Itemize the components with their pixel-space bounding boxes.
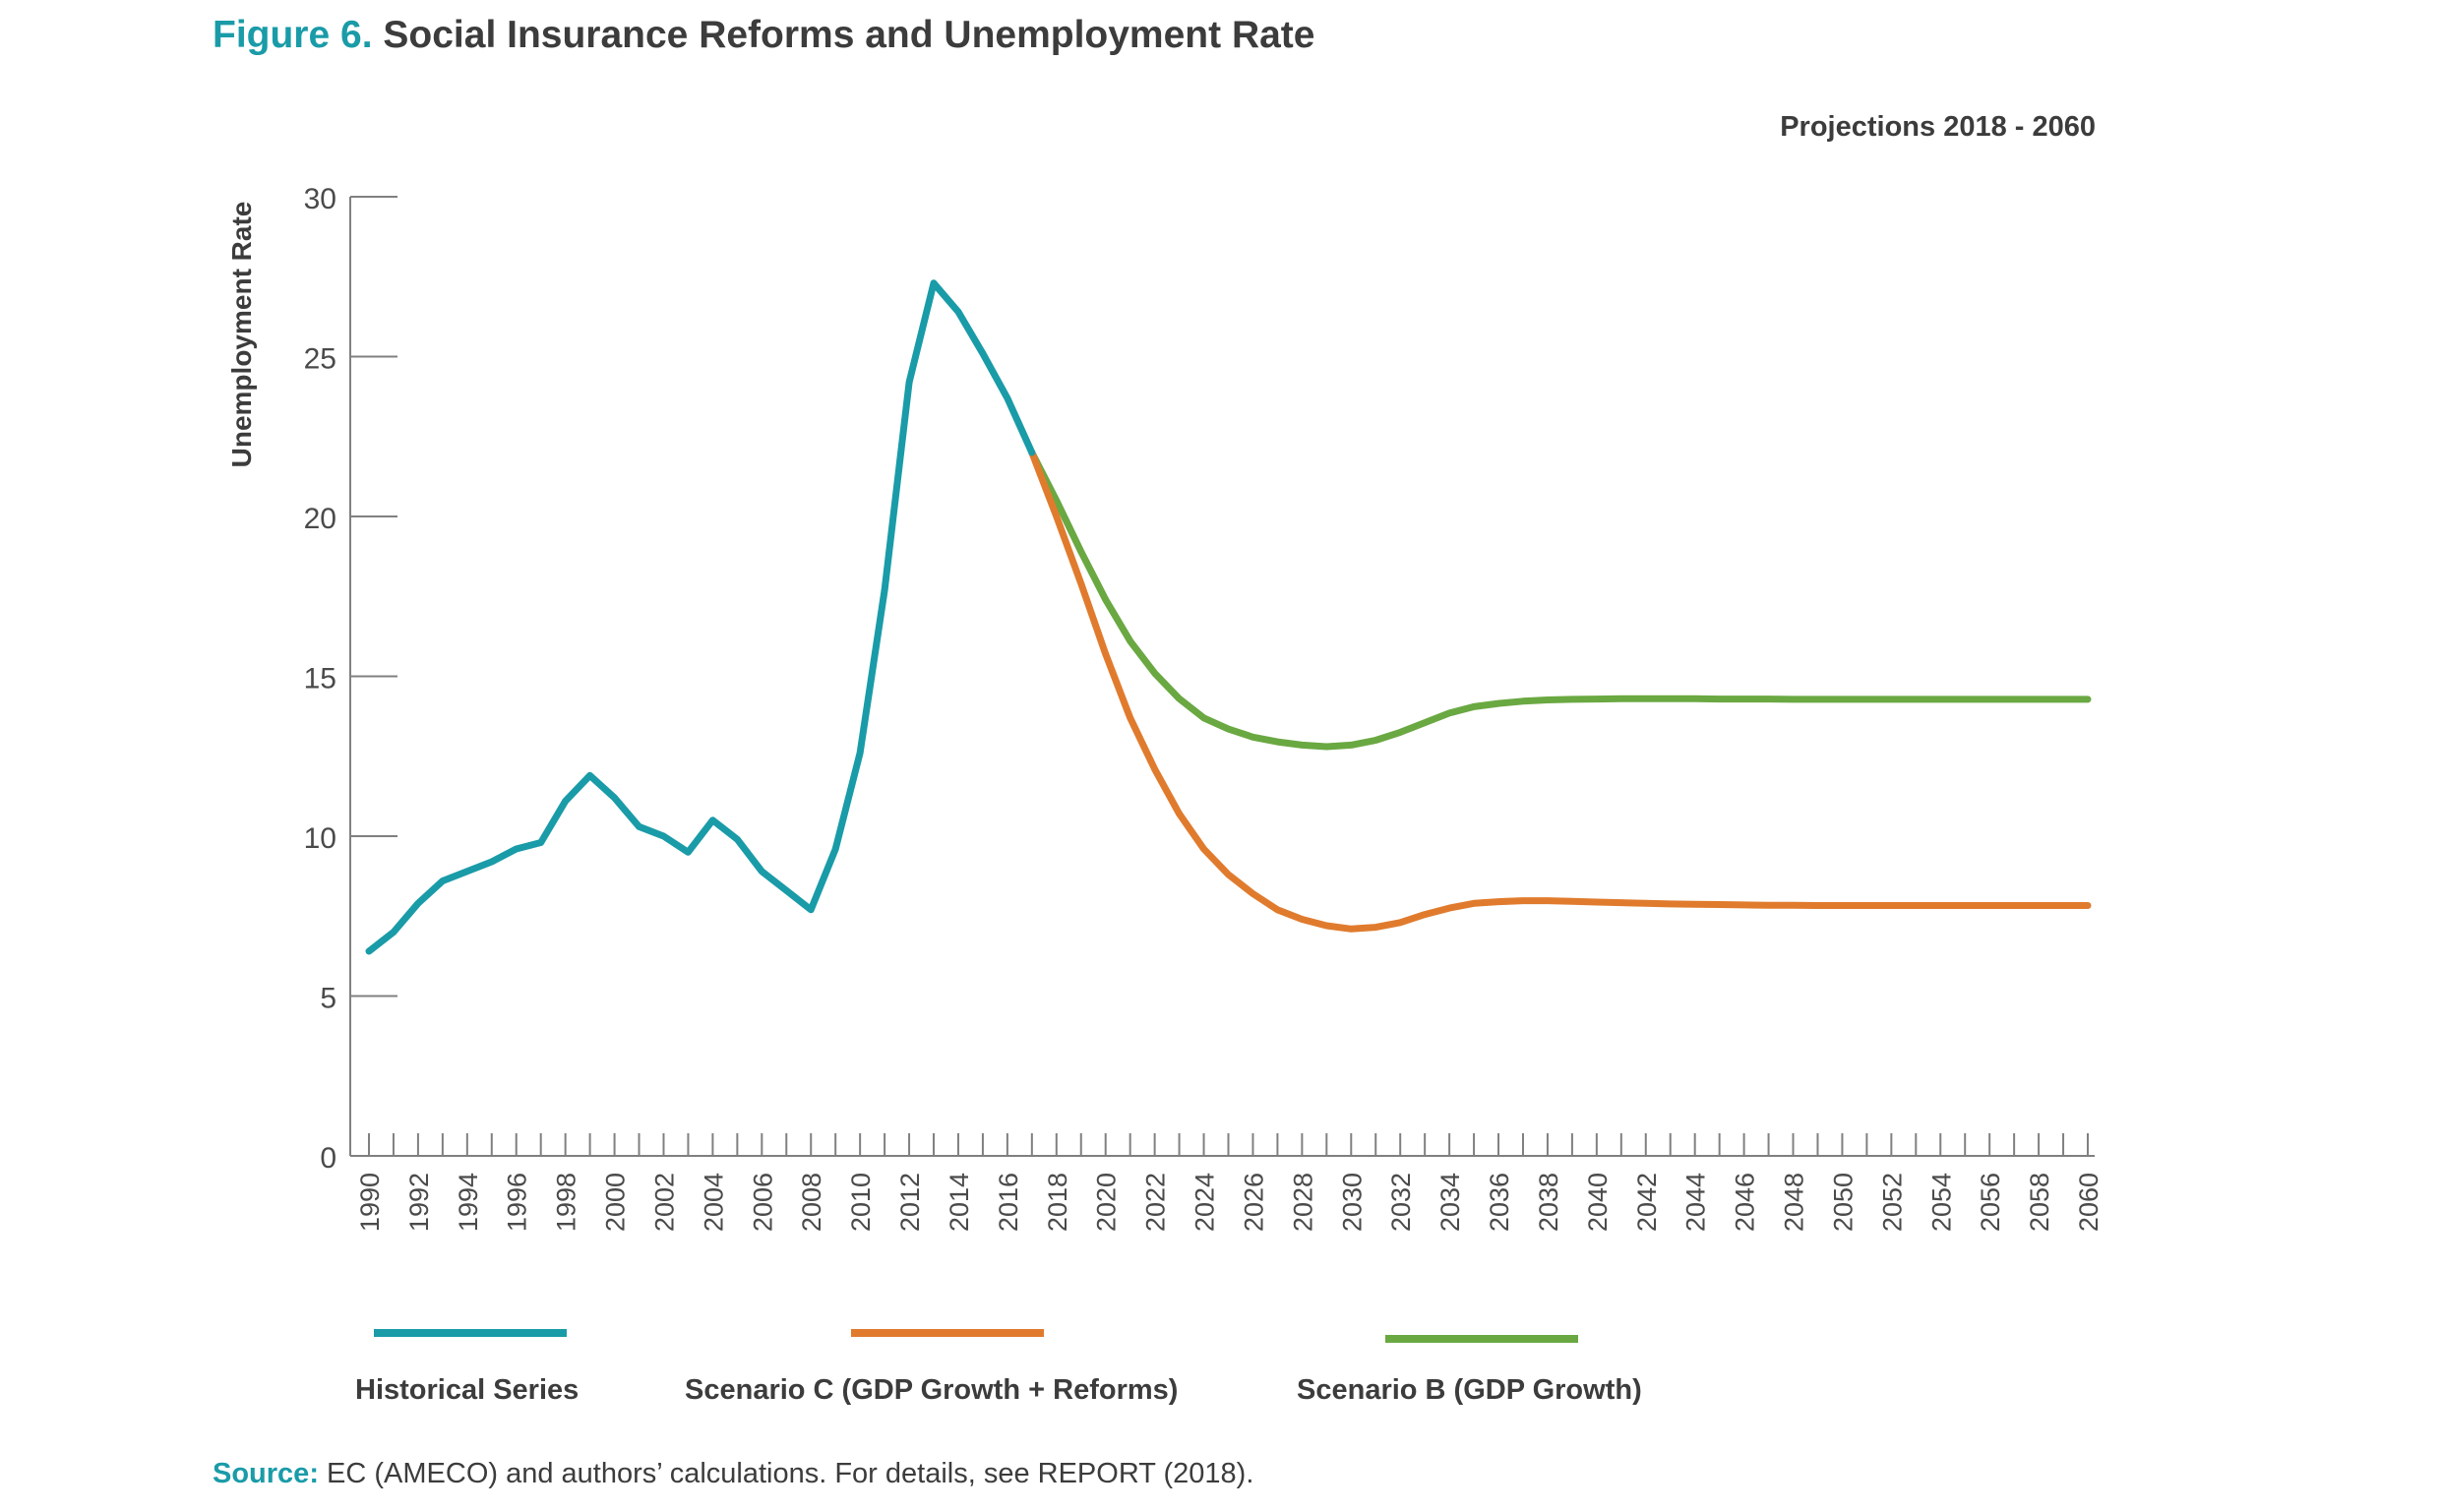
x-tick-label: 2018: [1043, 1173, 1072, 1232]
figure-number: Figure 6.: [213, 14, 373, 56]
y-tick-label: 0: [320, 1142, 336, 1175]
y-tick-label: 20: [304, 503, 336, 535]
x-tick-label: 2000: [601, 1173, 631, 1232]
legend-label: Scenario C (GDP Growth + Reforms): [685, 1374, 1178, 1406]
x-tick-label: 1992: [404, 1173, 434, 1232]
x-tick-label: 1996: [503, 1173, 532, 1232]
x-tick-label: 2012: [895, 1173, 925, 1232]
x-tick-label: 2054: [1926, 1173, 1956, 1232]
chart-subtitle: Projections 2018 - 2060: [1780, 111, 2096, 143]
x-tick-label: 1994: [454, 1173, 483, 1232]
x-tick-label: 2034: [1435, 1173, 1465, 1232]
y-tick-label: 30: [304, 183, 336, 215]
y-axis-ticks: 0 5 10 15 20 25 30: [304, 183, 397, 1175]
source-text: EC (AMECO) and authors’ calculations. Fo…: [318, 1458, 1254, 1489]
y-tick-label: 15: [304, 663, 336, 696]
series-line-0: [365, 279, 1036, 955]
x-tick-label: 2038: [1534, 1173, 1563, 1232]
y-axis-label: Unemployment Rate: [226, 202, 257, 468]
x-tick-label: 1990: [355, 1173, 385, 1232]
x-tick-label: 2046: [1731, 1173, 1760, 1232]
series-lines: [365, 279, 2092, 955]
legend-label: Scenario B (GDP Growth): [1297, 1374, 1642, 1406]
x-tick-label: 2060: [2074, 1173, 2104, 1232]
x-tick-label: 2048: [1780, 1173, 1809, 1232]
x-tick-label: 2020: [1092, 1173, 1122, 1232]
legend: Historical Series Scenario C (GDP Growth …: [355, 1329, 1642, 1406]
source-label: Source:: [213, 1458, 319, 1489]
figure-title-text: Social Insurance Reforms and Unemploymen…: [383, 14, 1315, 56]
x-tick-label: 2026: [1239, 1173, 1268, 1232]
x-tick-label: 2010: [846, 1173, 876, 1232]
x-tick-label: 2052: [1877, 1173, 1907, 1232]
x-tick-label: 2004: [699, 1173, 728, 1232]
x-tick-label: 2008: [797, 1173, 826, 1232]
figure-title: Figure 6. Social Insurance Reforms and U…: [213, 14, 1314, 57]
x-tick-label: 2058: [2025, 1173, 2054, 1232]
series-line-1: [1028, 449, 2092, 933]
x-tick-label: 2036: [1485, 1173, 1514, 1232]
y-tick-label: 25: [304, 343, 336, 376]
legend-label: Historical Series: [355, 1374, 579, 1406]
x-tick-label: 2050: [1828, 1173, 1858, 1232]
x-tick-label: 2030: [1337, 1173, 1367, 1232]
x-tick-label: 2042: [1632, 1173, 1662, 1232]
x-tick-label: 2056: [1976, 1173, 2005, 1232]
x-axis-ticks: 1990 1992 1994 1996 1998 2000 2002 2004 2006 2008…: [355, 1133, 2104, 1232]
y-tick-label: 5: [320, 983, 336, 1015]
x-tick-label: 2044: [1681, 1173, 1711, 1232]
x-tick-label: 1998: [552, 1173, 581, 1232]
x-tick-label: 2032: [1386, 1173, 1416, 1232]
x-tick-label: 2002: [649, 1173, 679, 1232]
x-tick-label: 2014: [945, 1173, 974, 1232]
source-note: Source: EC (AMECO) and authors’ calculat…: [213, 1458, 1253, 1490]
x-tick-label: 2040: [1583, 1173, 1613, 1232]
x-tick-label: 2024: [1190, 1173, 1220, 1232]
x-tick-label: 2022: [1141, 1173, 1171, 1232]
x-tick-label: 2006: [748, 1173, 777, 1232]
x-tick-label: 2028: [1288, 1173, 1317, 1232]
y-tick-label: 10: [304, 822, 336, 855]
x-tick-label: 2016: [994, 1173, 1023, 1232]
series-line-2: [1028, 449, 2092, 751]
